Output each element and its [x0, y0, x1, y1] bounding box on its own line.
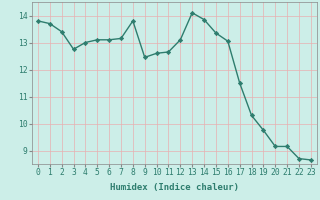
X-axis label: Humidex (Indice chaleur): Humidex (Indice chaleur) — [110, 183, 239, 192]
